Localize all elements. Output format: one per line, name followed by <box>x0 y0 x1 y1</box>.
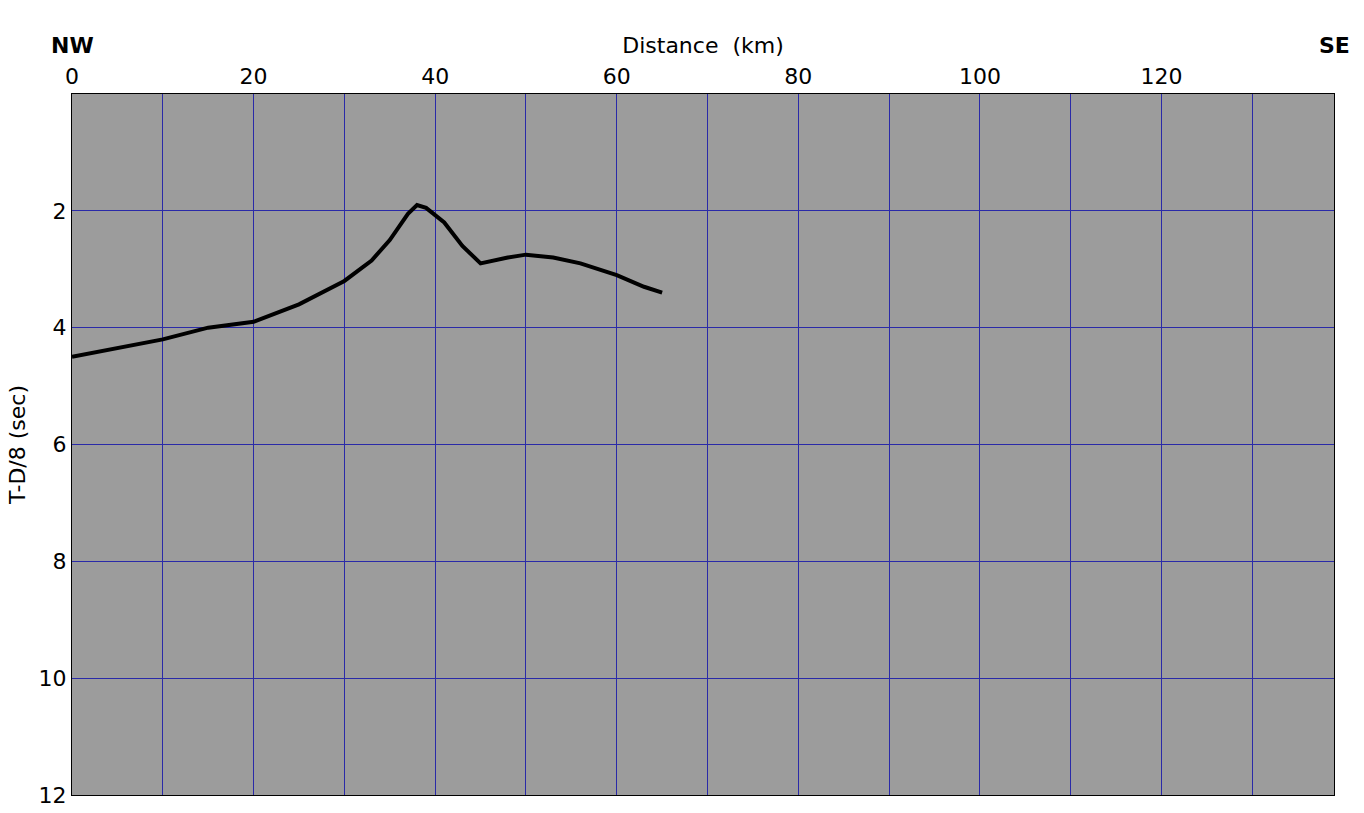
svg-text:100: 100 <box>959 64 1001 89</box>
svg-text:Distance (km): Distance (km) <box>622 33 784 58</box>
svg-text:20: 20 <box>240 64 268 89</box>
svg-text:0: 0 <box>65 64 79 89</box>
svg-text:NW: NW <box>51 33 94 58</box>
svg-text:10: 10 <box>39 666 67 691</box>
svg-text:4: 4 <box>53 315 67 340</box>
svg-text:T-D/8 (sec): T-D/8 (sec) <box>5 385 30 505</box>
svg-text:2: 2 <box>53 199 67 224</box>
svg-text:120: 120 <box>1141 64 1183 89</box>
svg-text:80: 80 <box>784 64 812 89</box>
svg-text:SE: SE <box>1319 33 1350 58</box>
svg-text:12: 12 <box>39 783 67 808</box>
svg-text:60: 60 <box>603 64 631 89</box>
svg-text:8: 8 <box>53 549 67 574</box>
svg-text:6: 6 <box>53 432 67 457</box>
svg-text:40: 40 <box>421 64 449 89</box>
